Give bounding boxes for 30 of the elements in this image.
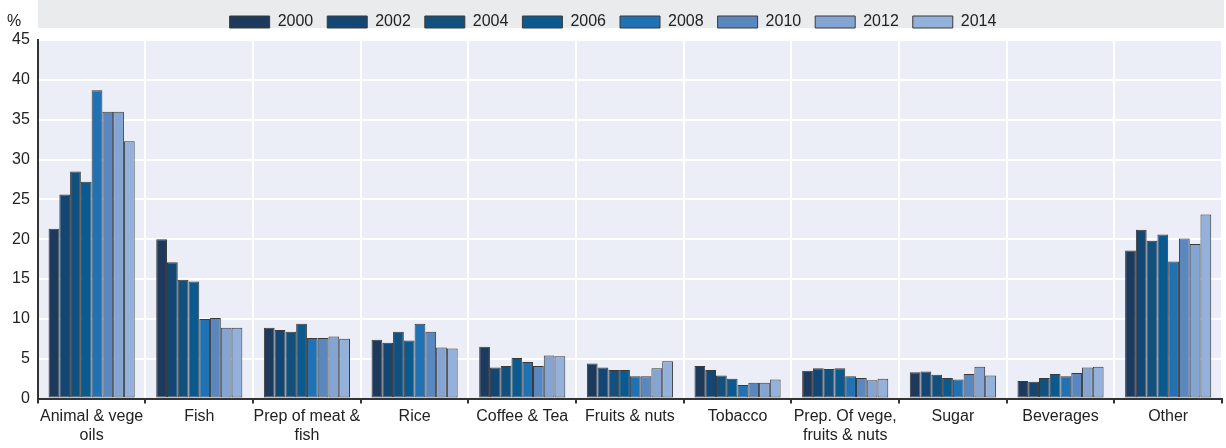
x-tick-label: Prep of meat & fish xyxy=(253,406,361,443)
y-tick-label: 45 xyxy=(12,30,30,48)
x-tick-label: Fruits & nuts xyxy=(584,406,675,424)
y-tick-label: 5 xyxy=(20,349,30,367)
x-tick-label: Tobacco xyxy=(707,406,768,424)
y-tick-label: 0 xyxy=(20,389,30,407)
legend-label: 2006 xyxy=(570,12,607,30)
x-tick-label: Fish xyxy=(184,406,215,424)
x-tick-label: Prep. Of vege, fruits & nuts xyxy=(793,406,897,443)
legend-label: 2004 xyxy=(472,12,509,30)
y-tick-label: 25 xyxy=(12,189,30,207)
y-tick-label: 10 xyxy=(12,309,30,327)
legend-label: 2010 xyxy=(765,12,802,30)
y-tick-label: 30 xyxy=(12,149,30,167)
y-axis-title: % xyxy=(6,12,22,30)
x-tick-label: Coffee & Tea xyxy=(476,406,569,424)
legend-label: 2000 xyxy=(277,12,314,30)
x-tick-label: Rice xyxy=(398,406,431,424)
y-tick-label: 40 xyxy=(12,70,30,88)
legend-label: 2012 xyxy=(863,12,899,30)
x-tick-label: Animal & vege oils xyxy=(40,406,144,443)
y-tick-label: 15 xyxy=(12,269,30,287)
y-tick-label: 20 xyxy=(12,229,30,247)
legend-label: 2002 xyxy=(375,12,411,30)
legend-label: 2014 xyxy=(960,12,997,30)
legend-label: 2008 xyxy=(668,12,704,30)
y-tick-label: 35 xyxy=(12,110,30,128)
x-tick-label: Beverages xyxy=(1022,406,1099,424)
x-tick-label: Sugar xyxy=(931,406,975,424)
x-tick-label: Other xyxy=(1148,406,1189,424)
